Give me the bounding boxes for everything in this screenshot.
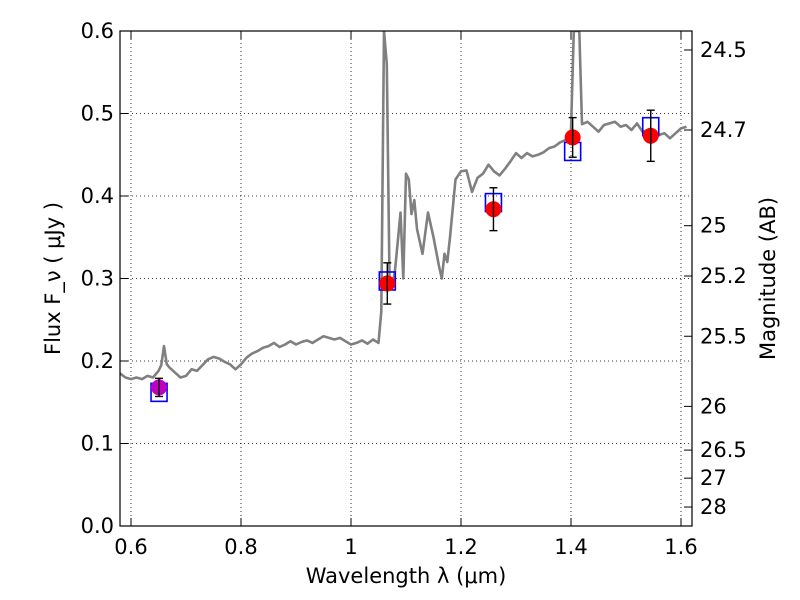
x-axis-title: Wavelength λ (μm) <box>306 564 507 588</box>
x-tick-label: 1.2 <box>444 535 477 559</box>
y-right-axis-title: Magnitude (AB) <box>756 197 780 360</box>
y-axis-title: Flux F_ν ( μJy ) <box>41 202 66 355</box>
grid-layer <box>120 30 692 527</box>
y-tick-label: 0.2 <box>81 349 114 373</box>
right-tick-label: 24.7 <box>700 118 747 142</box>
template-spectrum-line <box>120 31 687 381</box>
x-tick-label: 1.4 <box>554 535 587 559</box>
y-tick-label: 0.1 <box>81 432 114 456</box>
right-tick-label: 27 <box>700 466 727 490</box>
right-tick-label: 25.2 <box>700 264 747 288</box>
right-tick-label: 25 <box>700 214 727 238</box>
y-tick-label: 0.3 <box>81 267 114 291</box>
plot-layer <box>120 31 687 403</box>
tick-layer: 0.6 0.8 1 1.2 1.4 1.6 0.0 0.1 0.2 0.3 0.4 0.5 0.6 24.… <box>81 19 747 559</box>
plot-frame <box>119 30 693 527</box>
right-tick-label: 28 <box>700 495 727 519</box>
x-tick-label: 0.6 <box>114 535 147 559</box>
x-tick-label: 1.6 <box>664 535 697 559</box>
y-tick-label: 0.0 <box>81 514 114 538</box>
y-tick-label: 0.6 <box>81 19 114 43</box>
right-tick-label: 26.5 <box>700 438 747 462</box>
y-tick-label: 0.4 <box>81 184 114 208</box>
right-tick-label: 24.5 <box>700 38 747 62</box>
right-tick-label: 25.5 <box>700 324 747 348</box>
x-tick-label: 1 <box>344 535 357 559</box>
x-tick-label: 0.8 <box>224 535 257 559</box>
right-tick-label: 26 <box>700 394 727 418</box>
y-tick-label: 0.5 <box>81 102 114 126</box>
